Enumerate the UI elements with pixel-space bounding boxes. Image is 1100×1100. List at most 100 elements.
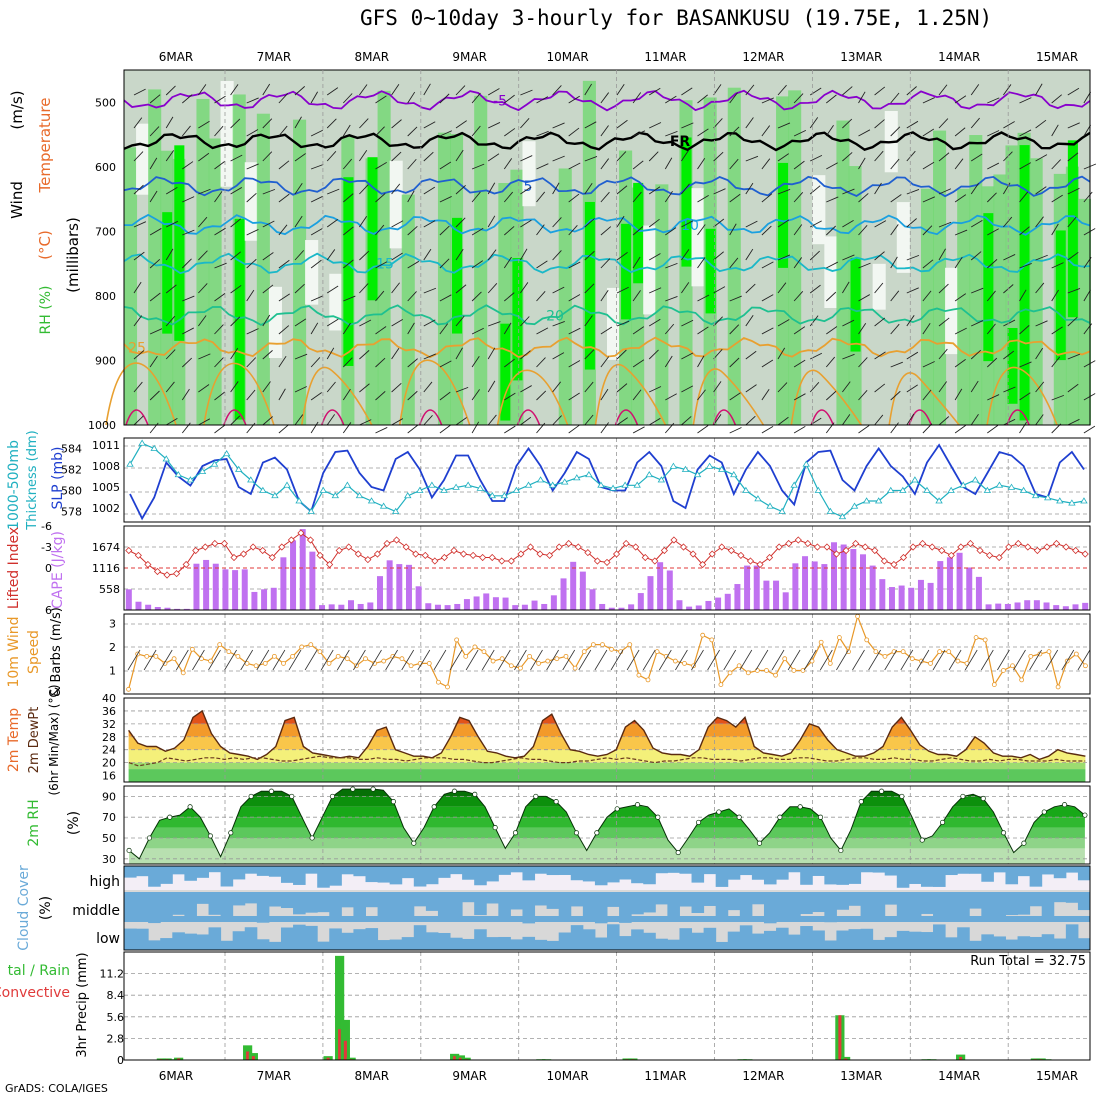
rh-marker xyxy=(187,804,193,810)
cloud-high-bar xyxy=(148,866,161,887)
wind-barb xyxy=(230,381,239,393)
rh-dry-patch xyxy=(607,287,621,360)
rh-marker xyxy=(268,788,274,794)
hot-contour xyxy=(125,409,149,426)
cloud-high-bar xyxy=(437,866,451,878)
wind-barb xyxy=(1019,263,1032,269)
wind-barb xyxy=(246,163,259,170)
wind-speed-marker xyxy=(727,670,733,676)
cloud-low-bar xyxy=(848,929,862,950)
cape-bar xyxy=(869,565,876,610)
cape-bar xyxy=(956,552,963,610)
cape-bar xyxy=(657,562,664,610)
wind-barb xyxy=(964,649,978,671)
wind-barb xyxy=(552,122,565,129)
wind-barb xyxy=(1003,386,1016,393)
label-temperature-units: (°C) xyxy=(36,230,54,260)
li-marker xyxy=(995,553,1003,562)
li-marker xyxy=(756,560,764,569)
wind-barb xyxy=(616,320,630,327)
wind-barb xyxy=(488,321,501,327)
precip-convective-bar xyxy=(343,1040,347,1060)
wind-barb xyxy=(906,189,920,195)
wind-barb xyxy=(723,649,737,671)
thickness-marker xyxy=(1019,486,1028,493)
wind-barb xyxy=(294,414,304,426)
cloud-mid-bar xyxy=(196,892,210,904)
wind-barb xyxy=(777,416,789,426)
wind-barb xyxy=(504,292,515,302)
wind-barb xyxy=(809,250,820,261)
wind-barb xyxy=(133,415,144,426)
wind-barb xyxy=(922,322,931,335)
wind-barb xyxy=(842,219,854,228)
cape-bar xyxy=(541,603,548,610)
wind-barb xyxy=(278,259,290,269)
cape-bar xyxy=(628,604,635,610)
wind-barb xyxy=(729,295,742,302)
cloud-high-bar xyxy=(908,866,922,884)
cape-bar xyxy=(174,608,181,610)
wind-barb xyxy=(246,289,255,302)
thickness-marker xyxy=(319,486,327,493)
wind-barb xyxy=(938,283,949,294)
wind-barb xyxy=(294,153,306,162)
cloud-mid-bar xyxy=(256,892,270,923)
wind-speed-marker xyxy=(645,677,651,683)
wind-barb xyxy=(600,388,609,401)
rh-marker xyxy=(472,791,478,797)
wind-barb xyxy=(520,155,533,162)
wind-barb xyxy=(133,381,143,393)
y-tick-label: 1674 xyxy=(92,541,120,554)
cloud-mid-bar xyxy=(486,892,499,904)
chart-title: GFS 0~10day 3-hourly for BASANKUSU (19.7… xyxy=(360,6,993,30)
cloud-low-bar xyxy=(160,938,173,950)
cloud-low-bar xyxy=(425,932,439,950)
cloud-mid-bar xyxy=(643,892,656,913)
wind-barb xyxy=(890,390,901,401)
wind-barb xyxy=(626,649,640,671)
cloud-high-bar xyxy=(824,866,837,885)
wind-barb xyxy=(391,418,404,426)
wind-speed-marker xyxy=(481,649,487,655)
cloud-high-bar xyxy=(256,866,270,876)
wind-barb xyxy=(600,326,613,335)
wind-barb xyxy=(214,324,224,335)
precip-convective-bar xyxy=(458,1057,462,1060)
wind-barb xyxy=(375,391,386,401)
wind-barb xyxy=(938,348,948,360)
cloud-high-bar xyxy=(691,866,705,883)
wind-barb xyxy=(1035,381,1045,393)
temp-line xyxy=(128,709,1086,761)
wind-barb xyxy=(745,182,754,195)
wind-barb xyxy=(294,215,303,228)
wind-barb xyxy=(578,649,592,671)
y-tick-label: 90 xyxy=(102,790,116,803)
cloud-mid-bar xyxy=(172,892,185,915)
cloud-mid-bar xyxy=(667,892,680,922)
wind-barb xyxy=(922,259,934,269)
li-marker xyxy=(1024,543,1032,551)
cloud-low-bar xyxy=(486,937,499,950)
li-marker xyxy=(641,553,649,562)
wind-barb xyxy=(874,351,886,360)
cloud-high-bar xyxy=(136,866,149,877)
thickness-marker xyxy=(1056,497,1064,504)
rh-core xyxy=(1067,140,1078,318)
cloud-low-bar xyxy=(631,929,644,950)
wind-barb xyxy=(520,118,530,129)
cloud-low-bar xyxy=(800,926,813,950)
rh-core xyxy=(452,217,463,334)
wind-barb xyxy=(262,188,276,195)
cape-bar xyxy=(444,605,451,610)
wind-barb xyxy=(375,162,387,170)
rh-column xyxy=(558,168,572,425)
wind-barb xyxy=(745,315,754,327)
wind-barb xyxy=(729,324,740,335)
thickness-marker xyxy=(1031,491,1040,499)
cape-bar xyxy=(212,563,219,610)
wind-speed-marker xyxy=(700,632,706,638)
wind-barb xyxy=(568,424,580,434)
wind-barb xyxy=(987,259,998,269)
wind-barb xyxy=(310,421,319,434)
